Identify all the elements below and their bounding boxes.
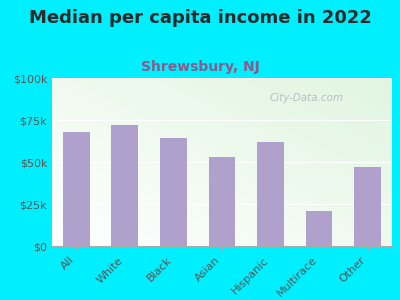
Text: City-Data.com: City-Data.com (270, 93, 344, 103)
Bar (112, 125, 138, 246)
Bar (257, 142, 284, 246)
Bar (354, 167, 381, 246)
Bar (306, 211, 332, 246)
Bar (63, 132, 90, 246)
Text: Median per capita income in 2022: Median per capita income in 2022 (28, 9, 372, 27)
Bar (209, 157, 235, 246)
Bar (160, 139, 187, 246)
Text: Shrewsbury, NJ: Shrewsbury, NJ (141, 60, 259, 74)
